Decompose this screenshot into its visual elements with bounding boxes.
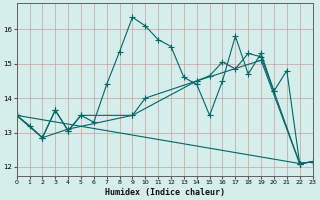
X-axis label: Humidex (Indice chaleur): Humidex (Indice chaleur) [105,188,225,197]
